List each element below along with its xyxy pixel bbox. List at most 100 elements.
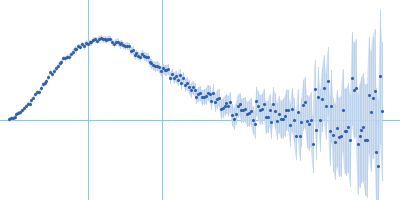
Point <box>287 123 293 126</box>
Point <box>144 56 151 59</box>
Point <box>182 83 188 86</box>
Point <box>75 45 82 48</box>
Point <box>139 52 145 55</box>
Point <box>253 99 260 103</box>
Point <box>17 111 24 114</box>
Point <box>238 109 245 112</box>
Point <box>66 55 72 58</box>
Point <box>322 105 329 108</box>
Point <box>379 109 385 112</box>
Point <box>45 76 52 79</box>
Point <box>220 106 226 109</box>
Point <box>285 108 292 112</box>
Point <box>12 115 18 119</box>
Point <box>148 62 155 65</box>
Point <box>150 64 156 67</box>
Point <box>13 112 20 115</box>
Point <box>8 116 14 120</box>
Point <box>366 94 372 97</box>
Point <box>188 89 194 92</box>
Point <box>26 102 33 105</box>
Point <box>343 130 350 133</box>
Point <box>210 91 216 94</box>
Point <box>24 102 31 105</box>
Point <box>190 86 196 89</box>
Point <box>347 139 353 142</box>
Point <box>218 108 224 111</box>
Point <box>280 117 286 120</box>
Point <box>71 47 78 50</box>
Point <box>248 110 254 113</box>
Point <box>195 93 202 96</box>
Point <box>131 54 138 57</box>
Point <box>92 38 98 41</box>
Point <box>49 72 55 76</box>
Point <box>90 38 96 41</box>
Point <box>180 76 186 79</box>
Point <box>79 42 85 46</box>
Point <box>165 68 172 71</box>
Point <box>362 138 368 141</box>
Point <box>53 67 59 70</box>
Point <box>289 108 295 111</box>
Point <box>10 116 16 120</box>
Point <box>255 104 262 107</box>
Point <box>294 111 301 114</box>
Point <box>373 151 380 154</box>
Point <box>326 129 333 132</box>
Point <box>143 55 149 58</box>
Point <box>250 118 256 121</box>
Point <box>233 112 239 115</box>
Point <box>73 48 80 51</box>
Point <box>317 119 323 122</box>
Point <box>354 142 361 145</box>
Point <box>270 102 276 105</box>
Point <box>62 57 68 60</box>
Point <box>51 70 57 73</box>
Point <box>298 120 305 124</box>
Point <box>227 101 233 104</box>
Point <box>100 38 106 41</box>
Point <box>311 87 318 90</box>
Point <box>324 79 331 83</box>
Point <box>229 113 235 116</box>
Point <box>274 120 280 123</box>
Point <box>32 93 38 96</box>
Point <box>203 94 209 98</box>
Point <box>214 97 220 100</box>
Point <box>126 45 132 48</box>
Point <box>43 79 50 82</box>
Point <box>352 87 359 90</box>
Point <box>330 133 336 136</box>
Point <box>371 89 378 93</box>
Point <box>356 134 363 137</box>
Point <box>345 126 352 129</box>
Point <box>261 102 267 105</box>
Point <box>268 120 275 123</box>
Point <box>84 42 91 45</box>
Point <box>109 41 115 44</box>
Point <box>370 96 376 99</box>
Point <box>94 39 100 42</box>
Point <box>81 45 87 48</box>
Point <box>120 43 126 47</box>
Point <box>259 108 265 111</box>
Point <box>88 41 95 44</box>
Point <box>178 81 185 84</box>
Point <box>204 91 211 94</box>
Point <box>98 36 104 39</box>
Point <box>321 86 327 89</box>
Point <box>34 90 40 94</box>
Point <box>193 95 200 98</box>
Point <box>47 71 54 74</box>
Point <box>186 85 192 88</box>
Point <box>6 118 12 121</box>
Point <box>114 40 121 43</box>
Point <box>154 64 160 67</box>
Point <box>240 109 246 112</box>
Point <box>113 40 119 44</box>
Point <box>42 82 48 85</box>
Point <box>292 135 299 138</box>
Point <box>169 73 175 76</box>
Point <box>86 41 93 44</box>
